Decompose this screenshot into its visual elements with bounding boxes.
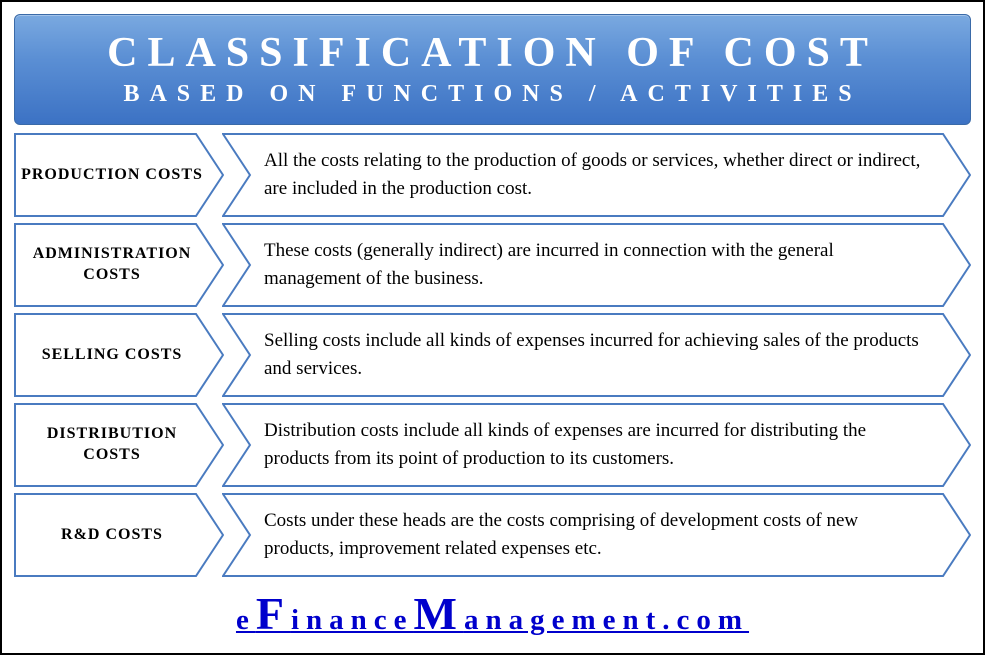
row-label-box: PRODUCTION COSTS [14, 133, 224, 217]
row-label-box: R&D COSTS [14, 493, 224, 577]
row-label-box: ADMINISTRATION COSTS [14, 223, 224, 307]
rows-container: PRODUCTION COSTS All the costs relating … [14, 133, 971, 577]
cost-row: ADMINISTRATION COSTS These costs (genera… [14, 223, 971, 307]
header-subtitle: BASED ON FUNCTIONS / ACTIVITIES [35, 81, 950, 108]
cost-row: DISTRIBUTION COSTS Distribution costs in… [14, 403, 971, 487]
row-description: Distribution costs include all kinds of … [222, 409, 971, 480]
row-label-box: DISTRIBUTION COSTS [14, 403, 224, 487]
row-description: Selling costs include all kinds of expen… [222, 319, 971, 390]
cost-row: SELLING COSTS Selling costs include all … [14, 313, 971, 397]
footer-brand: eFinanceManagement.com [14, 581, 971, 642]
row-label: PRODUCTION COSTS [17, 165, 221, 186]
row-description: These costs (generally indirect) are inc… [222, 229, 971, 300]
row-label-box: SELLING COSTS [14, 313, 224, 397]
row-desc-box: These costs (generally indirect) are inc… [222, 223, 971, 307]
row-desc-box: All the costs relating to the production… [222, 133, 971, 217]
row-desc-box: Costs under these heads are the costs co… [222, 493, 971, 577]
row-label: DISTRIBUTION COSTS [14, 424, 224, 466]
cost-row: PRODUCTION COSTS All the costs relating … [14, 133, 971, 217]
row-desc-box: Distribution costs include all kinds of … [222, 403, 971, 487]
header-banner: CLASSIFICATION OF COST BASED ON FUNCTION… [14, 14, 971, 125]
row-label: SELLING COSTS [38, 345, 201, 366]
header-title: CLASSIFICATION OF COST [35, 29, 950, 77]
row-label: ADMINISTRATION COSTS [14, 244, 224, 286]
row-description: Costs under these heads are the costs co… [222, 499, 971, 570]
row-label: R&D COSTS [57, 525, 181, 546]
row-desc-box: Selling costs include all kinds of expen… [222, 313, 971, 397]
row-description: All the costs relating to the production… [222, 139, 971, 210]
cost-row: R&D COSTS Costs under these heads are th… [14, 493, 971, 577]
